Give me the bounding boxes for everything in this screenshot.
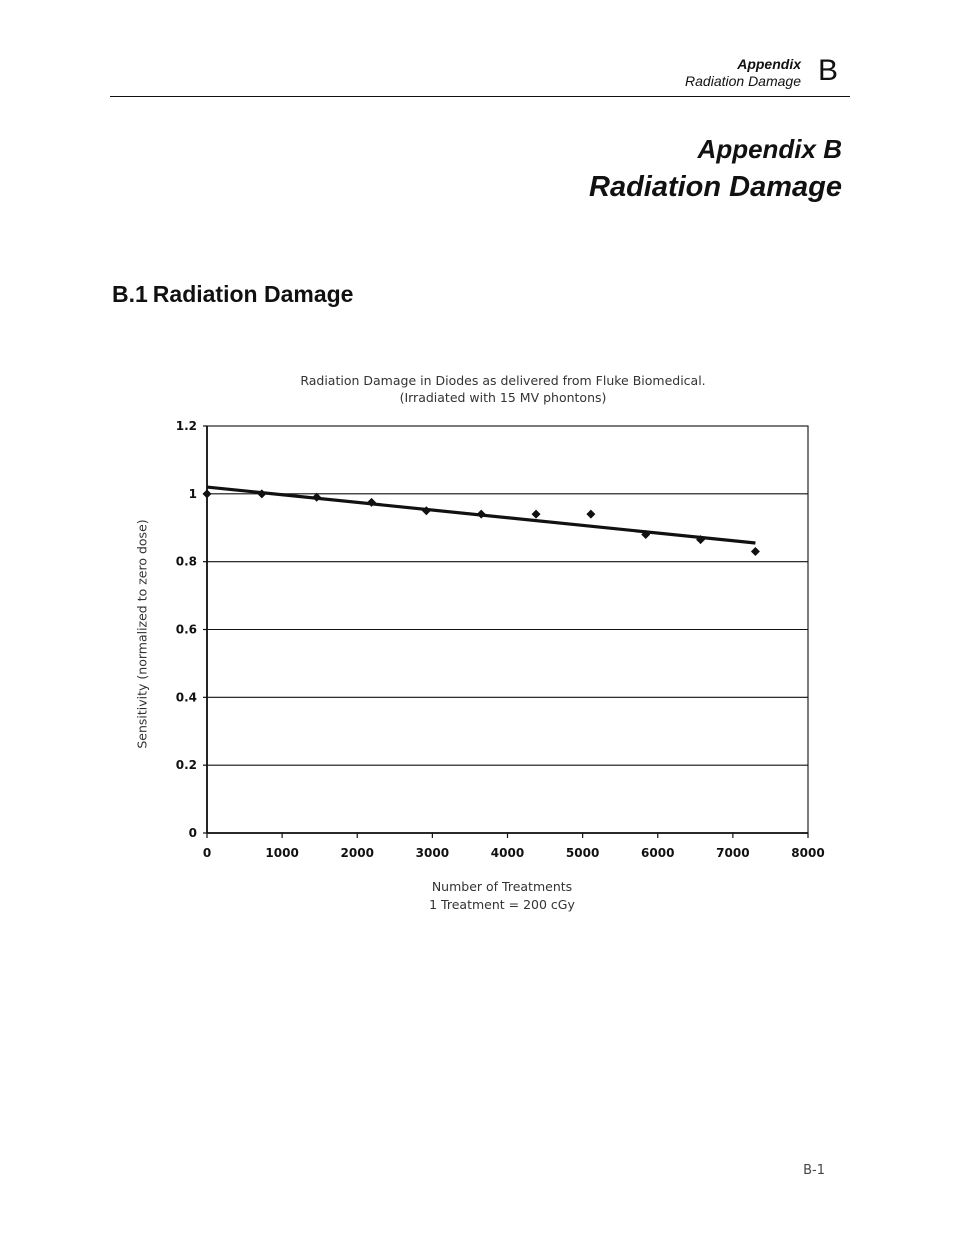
x-tick-label: 7000 [716,846,749,860]
x-tick-label: 6000 [641,846,674,860]
y-tick-label: 1 [189,487,197,501]
chart-title: Radiation Damage in Diodes as delivered … [203,372,803,406]
y-tick-label: 0.8 [176,555,197,569]
data-point [750,546,760,556]
data-point [641,530,651,540]
x-axis-label-line2: 1 Treatment = 200 cGy [429,897,575,912]
data-point [696,535,706,545]
x-tick-label: 8000 [791,846,824,860]
x-tick-label: 0 [203,846,211,860]
running-header-subtitle: Radiation Damage [685,72,801,89]
x-tick-label: 1000 [265,846,298,860]
header-divider [110,96,850,97]
data-point [312,492,322,502]
y-tick-label: 0 [189,826,197,840]
data-point [202,489,212,499]
x-axis-label: Number of Treatments 1 Treatment = 200 c… [302,878,702,914]
x-axis-label-line1: Number of Treatments [431,879,573,894]
y-tick-label: 0.6 [176,623,197,637]
page-title-appendix: Appendix B [697,134,842,164]
chart-title-line2: (Irradiated with 15 MV phontons) [399,390,607,405]
y-tick-label: 1.2 [176,419,197,433]
data-point [586,509,596,519]
x-tick-label: 5000 [566,846,599,860]
page-title-topic: Radiation Damage [589,171,842,203]
chart-title-line1: Radiation Damage in Diodes as delivered … [300,373,706,388]
y-tick-label: 0.2 [176,758,197,772]
x-tick-label: 4000 [491,846,524,860]
running-header: Appendix Radiation Damage [685,56,801,90]
data-point [257,489,267,499]
data-point [367,497,377,507]
data-point [476,509,486,519]
page-title: Appendix B Radiation Damage [589,132,842,208]
section-title: Radiation Damage [152,281,354,307]
running-header-label: Appendix [737,56,801,72]
page-number: B-1 [803,1163,825,1178]
appendix-letter: B [818,54,839,87]
data-point [421,506,431,516]
section-number: B.1 [112,281,148,307]
section-heading: B.1 Radiation Damage [112,281,353,308]
x-tick-label: 3000 [416,846,449,860]
y-tick-label: 0.4 [176,690,197,704]
x-tick-label: 2000 [341,846,374,860]
data-point [531,509,541,519]
